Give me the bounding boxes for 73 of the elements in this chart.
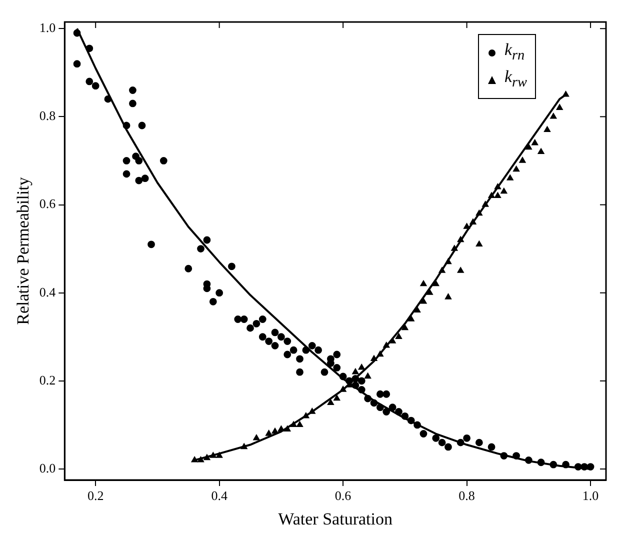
point <box>284 426 291 432</box>
point <box>482 201 489 207</box>
point <box>340 386 346 392</box>
point <box>550 112 557 119</box>
point <box>253 434 260 440</box>
x-axis-title: Water Saturation <box>278 509 393 528</box>
point <box>358 364 365 370</box>
point <box>494 183 501 190</box>
point <box>266 430 272 436</box>
point <box>525 144 532 150</box>
point <box>334 394 340 401</box>
point <box>383 342 390 348</box>
x-tick-label: 0.8 <box>458 488 475 504</box>
point <box>302 412 310 418</box>
point <box>210 452 216 458</box>
point <box>240 443 248 450</box>
legend-label: k$_{rn}$ <box>504 39 525 66</box>
point <box>432 280 440 286</box>
point <box>451 245 458 251</box>
point <box>191 456 198 462</box>
point <box>352 368 359 374</box>
point <box>544 126 550 132</box>
point <box>402 324 408 330</box>
point <box>444 294 452 300</box>
point <box>327 399 334 406</box>
y-tick-label: 0.2 <box>39 372 56 388</box>
point <box>278 426 284 432</box>
point <box>426 289 433 295</box>
point <box>290 421 297 428</box>
x-tick-label: 1.0 <box>582 488 599 504</box>
y-tick-label: 0.6 <box>39 196 56 212</box>
point <box>470 218 476 224</box>
point <box>457 267 464 273</box>
y-tick-label: 0.0 <box>39 460 56 476</box>
point <box>376 350 384 357</box>
point <box>414 306 421 313</box>
point <box>500 188 508 194</box>
point <box>519 157 526 163</box>
point <box>513 166 520 172</box>
point <box>364 372 372 379</box>
point <box>488 192 495 198</box>
point <box>562 90 570 97</box>
point <box>538 148 544 154</box>
point <box>532 139 538 146</box>
point <box>457 236 464 242</box>
y-tick-label: 0.8 <box>39 108 56 124</box>
y-axis-title: Relative Permeability <box>14 176 33 325</box>
point <box>506 174 514 180</box>
point <box>296 421 304 428</box>
point <box>444 258 452 264</box>
point <box>272 428 278 434</box>
point <box>389 338 396 344</box>
point <box>438 267 446 273</box>
point <box>204 454 210 460</box>
x-tick-label: 0.2 <box>87 488 104 504</box>
point <box>464 223 470 229</box>
point <box>556 104 563 110</box>
point <box>197 456 204 462</box>
point <box>420 280 427 286</box>
legend-label: k$_{rw}$ <box>504 66 527 93</box>
x-tick-label: 0.6 <box>334 488 352 504</box>
point <box>216 452 223 458</box>
point <box>476 210 482 216</box>
point <box>408 316 414 322</box>
point <box>420 298 427 304</box>
point <box>494 192 501 198</box>
point <box>370 355 378 361</box>
point <box>308 408 316 414</box>
point <box>395 333 402 339</box>
y-tick-label: 1.0 <box>39 20 56 36</box>
x-tick-label: 0.4 <box>211 488 228 504</box>
point <box>476 240 482 246</box>
y-tick-label: 0.4 <box>39 284 56 300</box>
